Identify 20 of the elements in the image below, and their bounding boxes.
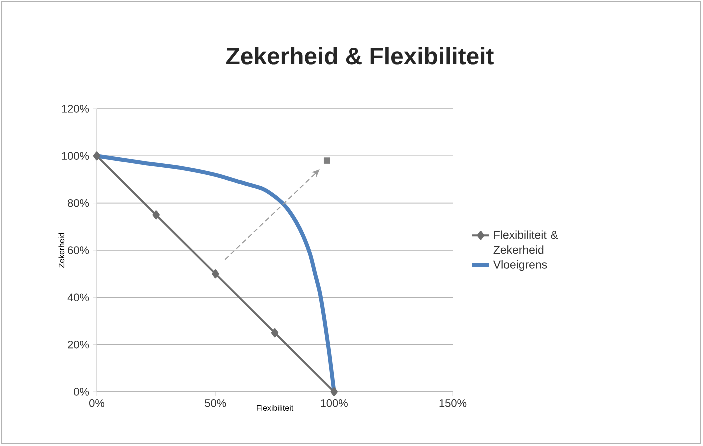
point: [152, 210, 160, 220]
y-tick-label: 120%: [62, 105, 90, 113]
y-tick-label: 80%: [68, 199, 90, 208]
legend-label: Vloeigrens: [493, 260, 548, 272]
point: [324, 158, 330, 164]
point: [271, 328, 279, 338]
legend-label: Flexibiliteit & Zekerheid: [494, 230, 558, 254]
x-tick-label: 150%: [440, 400, 467, 408]
point: [93, 152, 101, 161]
x-tick-label: 0%: [90, 400, 105, 408]
y-tick-label: 40%: [68, 294, 90, 302]
y-tick-label: 20%: [68, 340, 90, 349]
x-tick-label: 100%: [321, 400, 348, 408]
y-tick-label: 100%: [62, 152, 90, 160]
y-tick-label: 60%: [68, 246, 90, 254]
chart-title: Zekerheid & Flexibiliteit: [226, 47, 494, 65]
x-tick-label: 50%: [205, 400, 226, 408]
point: [330, 388, 338, 396]
y-tick-label: 0%: [74, 388, 90, 396]
point: [212, 270, 220, 279]
